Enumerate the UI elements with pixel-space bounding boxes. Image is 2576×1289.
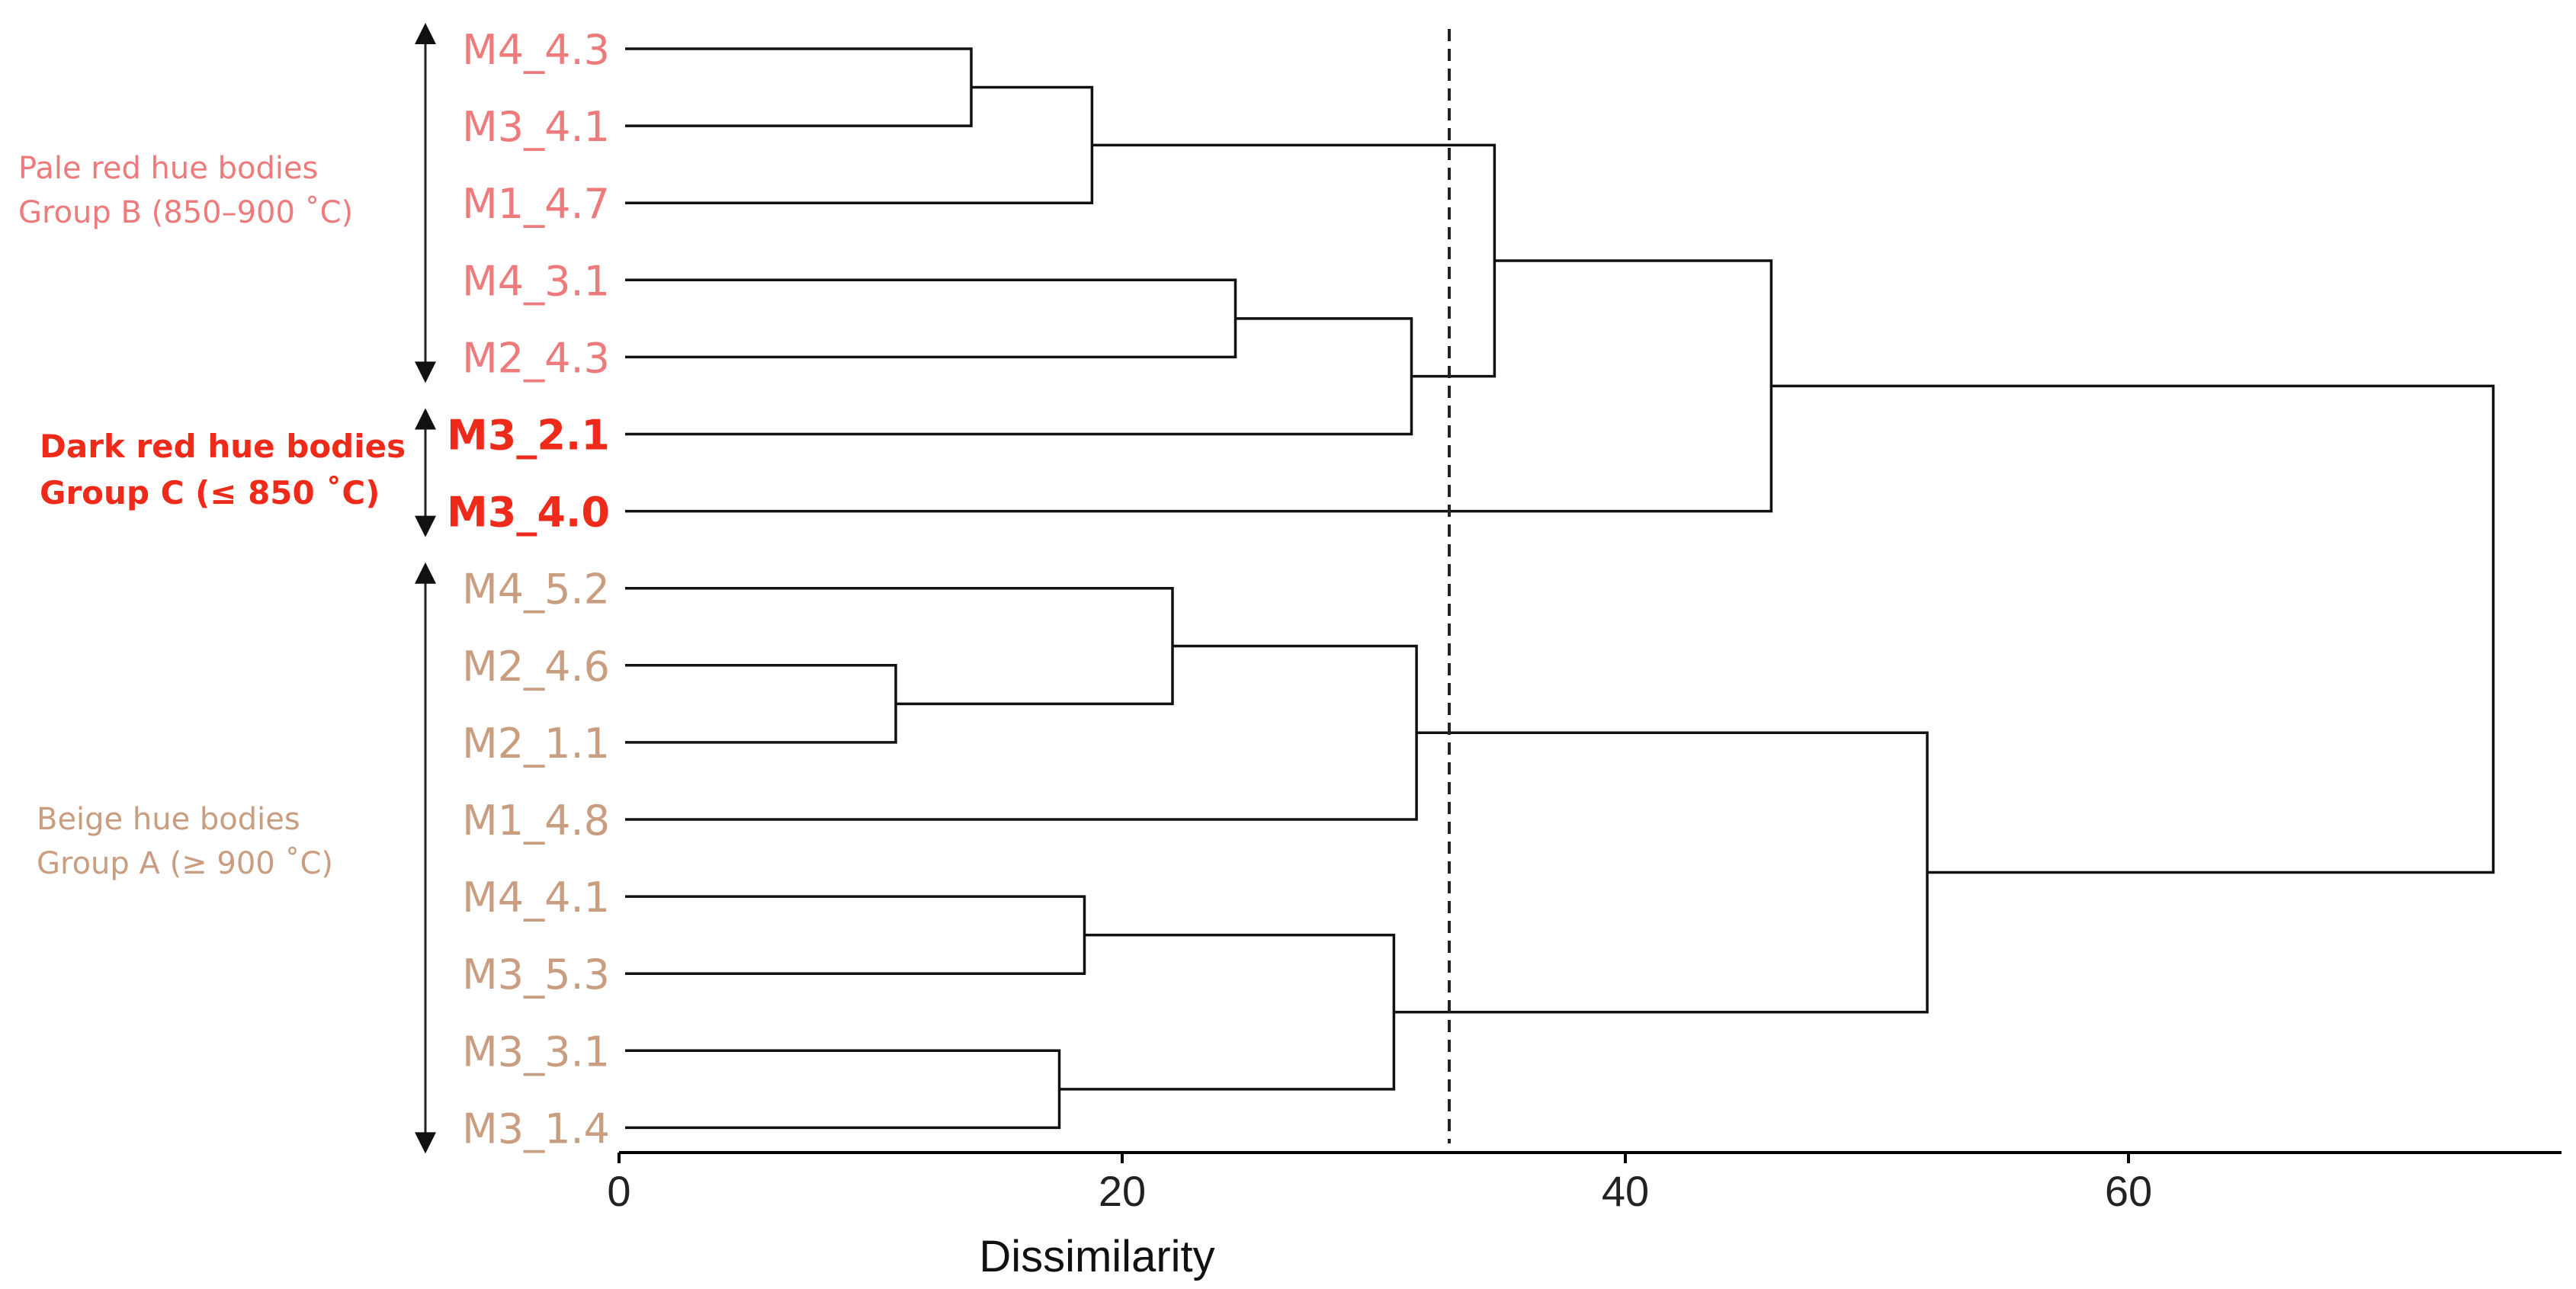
dendrogram-merge-1 bbox=[625, 47, 973, 127]
leaf-label: M3_4.1 bbox=[462, 103, 610, 151]
leaf-labels: M4_4.3 M3_4.1 M1_4.7 M4_3.1 M2_4.3 M3_2.1 M3_4… bbox=[447, 26, 610, 1153]
x-tick-label: 20 bbox=[1099, 1167, 1146, 1215]
leaf-label: M1_4.7 bbox=[462, 180, 610, 228]
group-c-label: Dark red hue bodies Group C (≤ 850 ˚C) bbox=[40, 424, 406, 517]
group-c-arrowhead-up-icon bbox=[415, 408, 436, 430]
x-axis-title: Dissimilarity bbox=[979, 1232, 1214, 1281]
leaf-label: M3_1.4 bbox=[462, 1105, 610, 1153]
x-axis: 0 20 40 60 Dissimilarity bbox=[607, 1151, 2562, 1281]
leaf-label: M2_4.3 bbox=[462, 334, 610, 382]
x-tick-label: 40 bbox=[1602, 1167, 1649, 1215]
group-b-label: Pale red hue bodies Group B (850–900 ˚C) bbox=[18, 146, 353, 235]
leaf-label: M4_3.1 bbox=[462, 257, 610, 305]
leaf-label: M3_5.3 bbox=[462, 951, 610, 999]
group-b-arrowhead-up-icon bbox=[415, 23, 436, 44]
leaf-label: M3_3.1 bbox=[462, 1028, 610, 1076]
group-c-label-line1: Dark red hue bodies bbox=[40, 428, 406, 465]
dendrogram-branches bbox=[625, 47, 2495, 1130]
dendrogram-merge-11 bbox=[625, 1049, 1061, 1130]
group-b-label-line1: Pale red hue bodies bbox=[18, 151, 319, 186]
leaf-label: M2_4.6 bbox=[462, 643, 610, 691]
group-c-label-line2: Group C (≤ 850 ˚C) bbox=[40, 473, 380, 511]
leaf-label: M4_4.1 bbox=[462, 874, 610, 922]
dendrogram-merge-13 bbox=[1394, 731, 1929, 1014]
group-c-arrowhead-down-icon bbox=[415, 515, 436, 537]
group-arrows bbox=[415, 23, 436, 1154]
leaf-label: M2_1.1 bbox=[462, 720, 610, 768]
leaf-label: M1_4.8 bbox=[462, 797, 610, 845]
leaf-label: M3_4.0 bbox=[447, 489, 610, 537]
leaf-label: M3_2.1 bbox=[447, 412, 610, 460]
x-axis-ticks: 0 20 40 60 bbox=[607, 1153, 2152, 1215]
group-a-arrowhead-down-icon bbox=[415, 1132, 436, 1154]
dendrogram-merge-9 bbox=[625, 644, 1418, 821]
group-b-label-line2: Group B (850–900 ˚C) bbox=[18, 195, 354, 230]
dendrogram-merge-3 bbox=[625, 278, 1237, 359]
group-a-label-line2: Group A (≥ 900 ˚C) bbox=[37, 846, 334, 881]
dendrogram-merge-14 bbox=[1771, 384, 2495, 874]
dendrogram-merge-4 bbox=[625, 317, 1413, 436]
group-a-label: Beige hue bodies Group A (≥ 900 ˚C) bbox=[37, 797, 333, 886]
x-tick-label: 60 bbox=[2105, 1167, 2152, 1215]
dendrogram-merge-2 bbox=[625, 85, 1094, 204]
dendrogram-merge-6 bbox=[625, 259, 1773, 513]
dendrogram-merge-10 bbox=[625, 895, 1086, 975]
leaf-label: M4_4.3 bbox=[462, 26, 610, 74]
leaf-label: M4_5.2 bbox=[462, 566, 610, 614]
group-b-arrowhead-down-icon bbox=[415, 361, 436, 383]
dendrogram-merge-8 bbox=[625, 586, 1174, 706]
dendrogram-merge-7 bbox=[625, 664, 897, 744]
group-a-label-line1: Beige hue bodies bbox=[37, 802, 300, 837]
group-a-arrowhead-up-icon bbox=[415, 562, 436, 584]
x-tick-label: 0 bbox=[607, 1167, 630, 1215]
dendrogram-merge-5 bbox=[1092, 143, 1497, 378]
dendrogram-merge-12 bbox=[1059, 933, 1396, 1091]
